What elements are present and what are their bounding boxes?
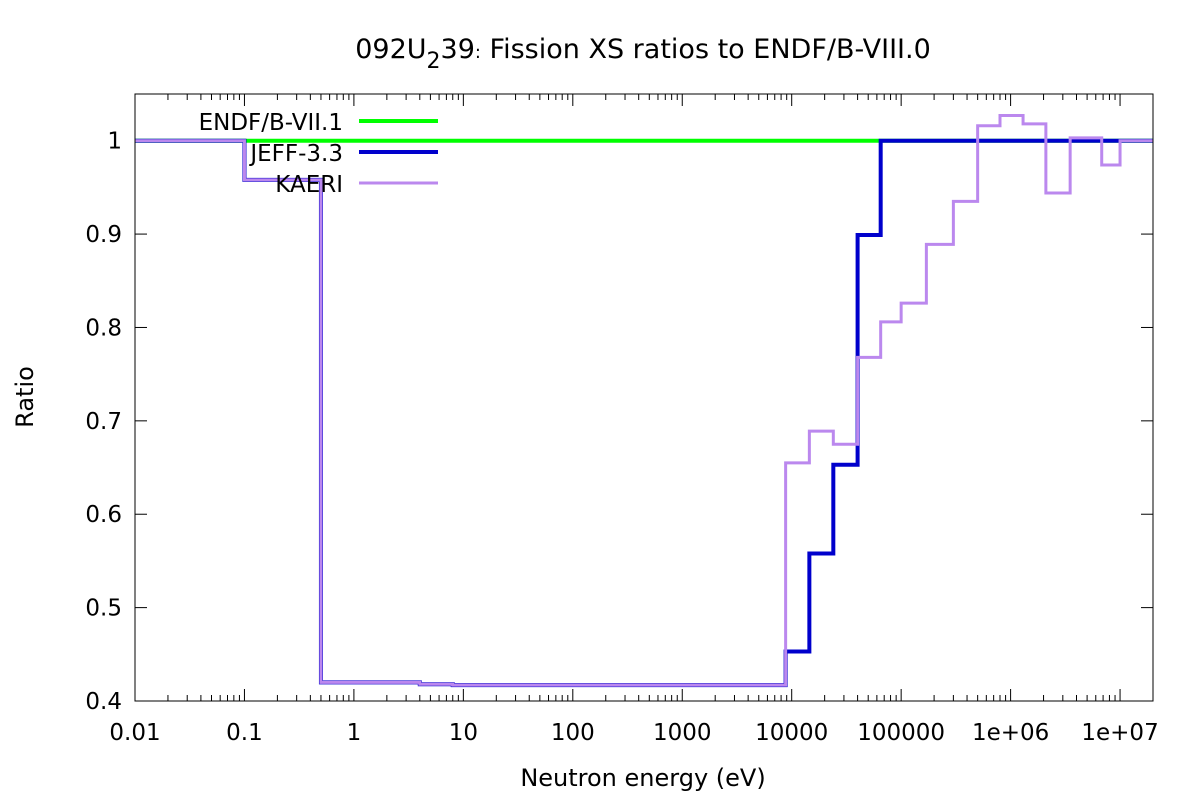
y-tick-label: 0.8	[85, 315, 122, 341]
x-tick-label: 0.01	[109, 720, 160, 746]
x-tick-label: 1000	[653, 720, 712, 746]
y-tick-label: 0.5	[85, 596, 122, 622]
x-tick-label: 1e+06	[972, 720, 1049, 746]
y-tick-label: 0.9	[85, 222, 122, 248]
legend: ENDF/B-VII.1 JEFF-3.3 KAERI	[199, 110, 438, 198]
y-axis-label: Ratio	[11, 366, 39, 428]
y-tick-label: 1	[107, 129, 122, 155]
y-tick-label: 0.6	[85, 502, 122, 528]
ticks-layer: 0.01 0.1 1 10 100 1000 10000 100000 1e+06 1e+07 0.…	[85, 94, 1159, 746]
x-tick-label: 10000	[755, 720, 828, 746]
legend-label: JEFF-3.3	[248, 141, 343, 167]
series-line-3	[135, 113, 1153, 687]
x-axis-label: Neutron energy (eV)	[520, 764, 765, 792]
series-layer	[135, 113, 1153, 688]
x-tick-label: 100	[551, 720, 595, 746]
x-tick-label: 100000	[857, 720, 945, 746]
plot-frame	[134, 93, 1154, 702]
y-tick-label: 0.7	[85, 409, 122, 435]
chart-title: 092U239: Fission XS ratios to ENDF/B-VII…	[355, 34, 931, 74]
y-tick-label: 0.4	[85, 689, 122, 715]
x-tick-label: 1e+07	[1081, 720, 1158, 746]
x-tick-label: 10	[449, 720, 478, 746]
x-tick-label: 0.1	[226, 720, 263, 746]
x-tick-label: 1	[347, 720, 362, 746]
series-line-2	[135, 138, 1153, 688]
legend-label: KAERI	[275, 172, 343, 198]
legend-label: ENDF/B-VII.1	[199, 110, 343, 136]
